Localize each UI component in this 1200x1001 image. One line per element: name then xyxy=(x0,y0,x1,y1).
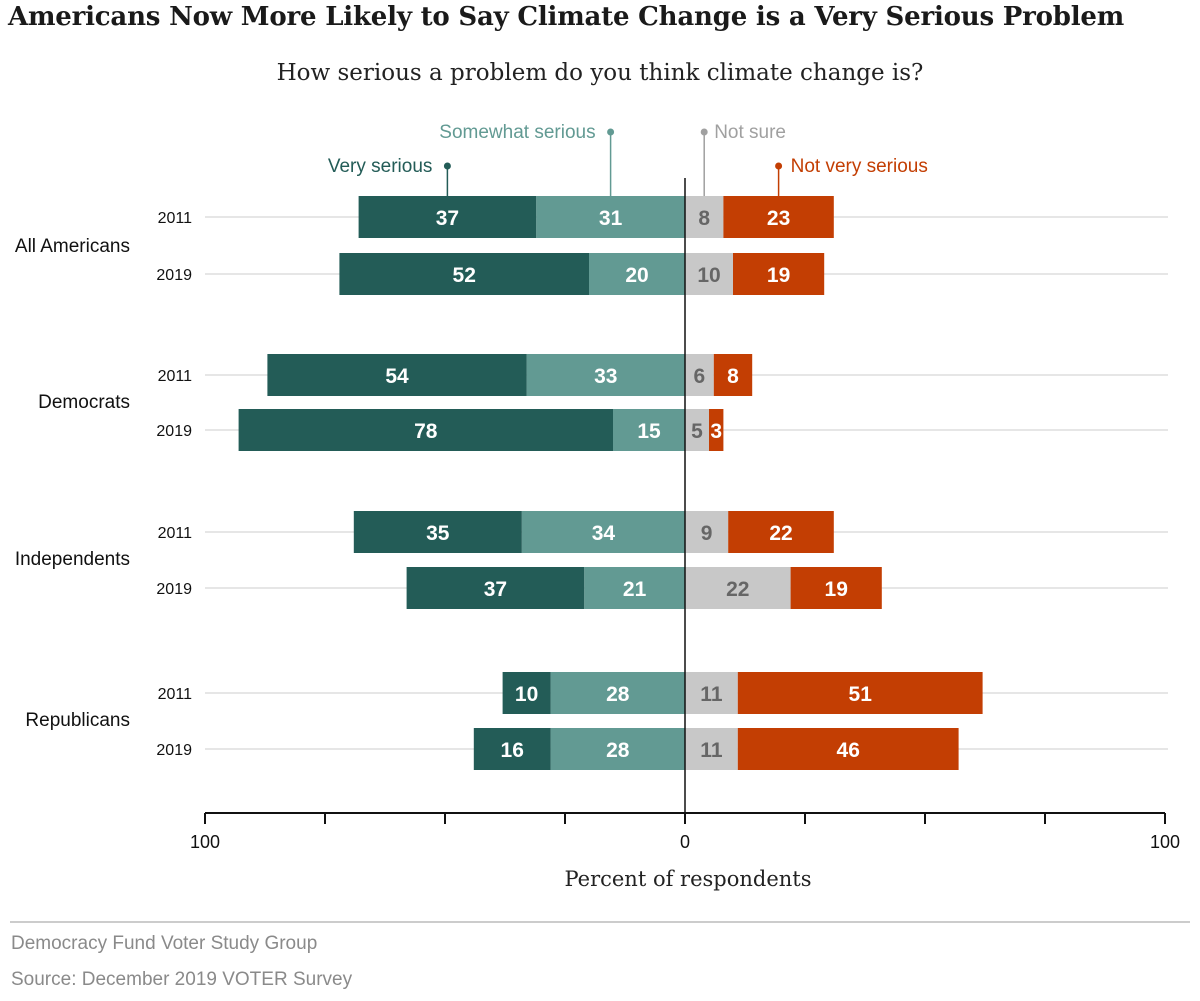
legend-dot xyxy=(443,162,451,170)
legend-label: Not very serious xyxy=(791,156,928,177)
x-tick-label: 100 xyxy=(190,832,220,852)
year-label: 2011 xyxy=(158,525,193,542)
bar-not-very-serious xyxy=(790,567,882,609)
bar-somewhat-serious xyxy=(550,672,685,714)
legend-label: Not sure xyxy=(714,122,786,143)
bar-not-sure xyxy=(685,196,724,238)
bar-very-serious xyxy=(473,728,551,770)
data-label: 3 xyxy=(710,420,722,443)
bar-somewhat-serious xyxy=(584,567,685,609)
bar-not-very-serious xyxy=(713,354,753,396)
data-label: 37 xyxy=(436,207,459,230)
bar-not-sure xyxy=(685,672,738,714)
group-label: Republicans xyxy=(25,710,130,731)
legend-dot xyxy=(700,128,708,136)
data-label: 19 xyxy=(825,578,848,601)
bar-not-sure xyxy=(685,511,729,553)
data-label: 51 xyxy=(849,683,873,706)
data-label: 46 xyxy=(837,739,860,762)
bar-somewhat-serious xyxy=(521,511,685,553)
year-label: 2011 xyxy=(158,368,193,385)
chart-subtitle: How serious a problem do you think clima… xyxy=(276,60,924,86)
bar-very-serious xyxy=(339,253,589,295)
group-label: Democrats xyxy=(38,392,130,413)
data-label: 78 xyxy=(414,420,438,443)
x-axis-label: Percent of respondents xyxy=(564,867,811,891)
data-label: 22 xyxy=(726,578,749,601)
data-label: 54 xyxy=(385,365,409,388)
bar-not-very-serious xyxy=(723,196,834,238)
bar-somewhat-serious xyxy=(589,253,685,295)
bar-not-very-serious xyxy=(737,728,959,770)
bar-not-very-serious xyxy=(709,409,724,451)
legend-label: Somewhat serious xyxy=(439,122,595,143)
data-label: 10 xyxy=(515,683,538,706)
x-tick-label: 100 xyxy=(1150,832,1180,852)
bar-not-very-serious xyxy=(737,672,983,714)
data-label: 16 xyxy=(501,739,524,762)
legend-dot xyxy=(607,128,615,136)
year-label: 2011 xyxy=(158,210,193,227)
data-label: 37 xyxy=(484,578,507,601)
bar-not-sure xyxy=(685,354,714,396)
data-label: 34 xyxy=(592,522,616,545)
year-label: 2019 xyxy=(156,742,192,759)
data-label: 28 xyxy=(606,683,630,706)
data-label: 8 xyxy=(727,365,739,388)
bar-not-sure xyxy=(685,409,709,451)
group-label: Independents xyxy=(15,549,130,570)
bar-not-very-serious xyxy=(728,511,834,553)
legend-dot xyxy=(775,162,783,170)
bar-not-sure xyxy=(685,567,791,609)
bar-somewhat-serious xyxy=(613,409,685,451)
data-label: 33 xyxy=(594,365,617,388)
year-label: 2019 xyxy=(156,581,192,598)
bar-somewhat-serious xyxy=(526,354,685,396)
data-label: 52 xyxy=(453,264,476,287)
data-label: 23 xyxy=(767,207,790,230)
legend-label: Very serious xyxy=(328,156,433,177)
data-label: 20 xyxy=(625,264,648,287)
data-label: 10 xyxy=(697,264,720,287)
footer-organization: Democracy Fund Voter Study Group xyxy=(11,933,318,954)
bar-somewhat-serious xyxy=(536,196,685,238)
data-label: 6 xyxy=(694,365,706,388)
data-label: 11 xyxy=(700,683,723,706)
bar-not-sure xyxy=(685,253,733,295)
data-label: 35 xyxy=(426,522,450,545)
data-label: 22 xyxy=(769,522,792,545)
bar-very-serious xyxy=(353,511,522,553)
bar-very-serious xyxy=(358,196,537,238)
bar-very-serious xyxy=(238,409,613,451)
year-label: 2019 xyxy=(156,423,192,440)
year-label: 2019 xyxy=(156,267,192,284)
bar-very-serious xyxy=(406,567,585,609)
data-label: 15 xyxy=(637,420,661,443)
year-label: 2011 xyxy=(158,686,193,703)
bar-very-serious xyxy=(267,354,527,396)
data-label: 9 xyxy=(701,522,713,545)
footer-divider xyxy=(10,921,1190,923)
data-label: 21 xyxy=(623,578,647,601)
data-label: 11 xyxy=(700,739,723,762)
bar-not-sure xyxy=(685,728,738,770)
data-label: 8 xyxy=(698,207,710,230)
data-label: 5 xyxy=(691,420,703,443)
group-label: All Americans xyxy=(15,236,130,257)
bar-not-very-serious xyxy=(733,253,825,295)
data-label: 19 xyxy=(767,264,790,287)
x-tick-label: 0 xyxy=(680,832,690,852)
bar-very-serious xyxy=(502,672,551,714)
data-label: 31 xyxy=(599,207,623,230)
chart-title: Americans Now More Likely to Say Climate… xyxy=(8,2,1125,32)
data-label: 28 xyxy=(606,739,630,762)
footer-source: Source: December 2019 VOTER Survey xyxy=(11,969,353,990)
bar-somewhat-serious xyxy=(550,728,685,770)
